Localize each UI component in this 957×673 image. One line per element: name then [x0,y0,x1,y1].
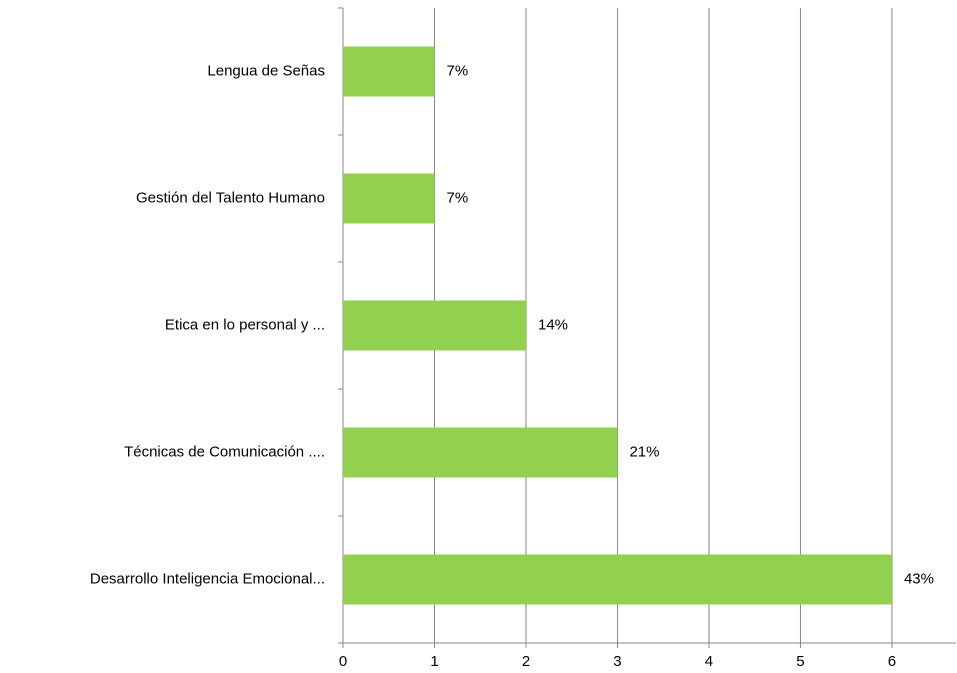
x-tick-label: 0 [339,653,347,670]
data-label: 7% [446,189,468,206]
x-tick-label: 5 [796,653,804,670]
data-label: 43% [904,570,934,587]
x-tick-label: 4 [705,653,713,670]
data-label: 7% [446,62,468,79]
data-label: 14% [538,316,568,333]
bar [343,46,435,97]
bar [343,300,526,351]
y-tick-label: Desarrollo Inteligencia Emocional... [90,570,325,587]
bar [343,427,618,478]
x-tick-label: 6 [888,653,896,670]
x-tick-label: 3 [613,653,621,670]
bar [343,554,892,605]
y-tick-label: Lengua de Señas [207,62,325,79]
bar [343,173,435,224]
y-tick-label: Gestión del Talento Humano [136,189,325,206]
y-tick-label: Técnicas de Comunicación .... [124,443,325,460]
x-tick-label: 2 [522,653,530,670]
x-tick-label: 1 [430,653,438,670]
y-tick-label: Etica en lo personal y ... [165,316,325,333]
data-label: 21% [629,443,659,460]
